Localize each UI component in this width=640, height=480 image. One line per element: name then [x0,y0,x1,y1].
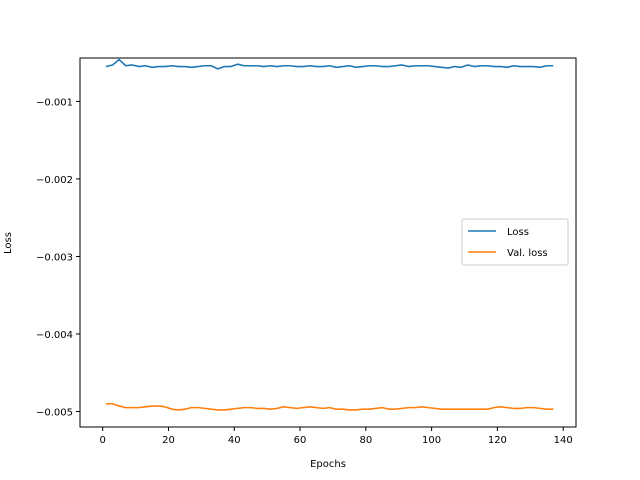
y-tick-label: −0.005 [36,407,73,418]
series-line-loss [105,58,554,70]
legend-label-val-loss: Val. loss [507,248,548,259]
plot-area-frame [79,57,577,428]
series-line-val-loss [105,402,554,411]
series-layer [105,58,554,411]
y-tick-label: −0.002 [36,175,73,186]
legend-label-loss: Loss [507,227,529,238]
y-axis: −0.005 −0.004 −0.003 −0.002 −0.001 [36,97,80,418]
x-tick-label: 80 [359,435,372,446]
x-tick-label: 40 [228,435,241,446]
x-tick-label: 120 [488,435,507,446]
x-tick-label: 0 [100,435,106,446]
x-tick-label: 20 [162,435,175,446]
y-axis-label: Loss [3,232,14,254]
y-tick-label: −0.004 [36,330,73,341]
x-axis: 0 20 40 60 80 100 120 140 [100,427,573,446]
x-axis-label: Epochs [310,459,346,470]
x-tick-label: 60 [294,435,307,446]
y-tick-label: −0.003 [36,252,73,263]
x-tick-label: 100 [422,435,441,446]
y-tick-label: −0.001 [36,97,73,108]
x-tick-label: 140 [554,435,573,446]
legend: Loss Val. loss [461,218,569,266]
